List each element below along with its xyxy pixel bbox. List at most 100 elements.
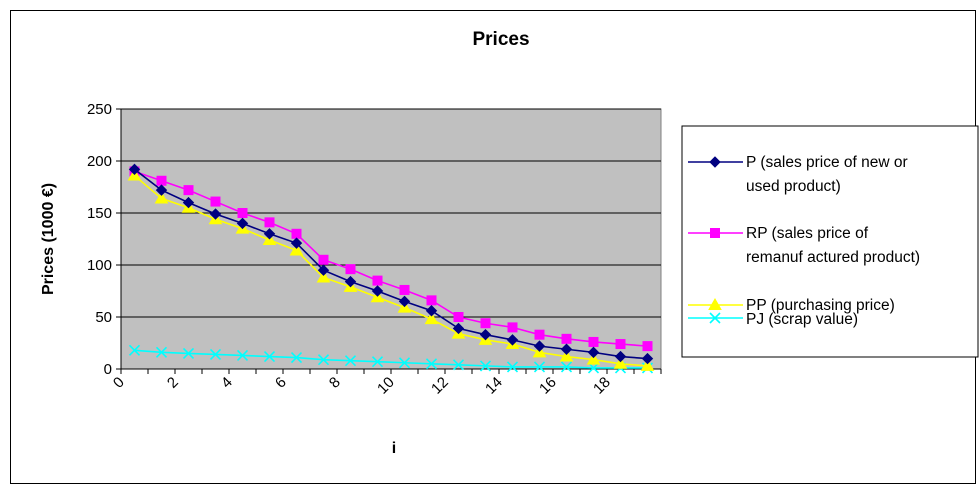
data-point <box>613 356 628 369</box>
data-point <box>182 347 195 359</box>
x-marker-stroke <box>398 357 411 369</box>
data-point <box>236 349 249 362</box>
x-marker-stroke <box>560 361 573 373</box>
data-point <box>318 254 329 265</box>
data-point <box>182 196 195 209</box>
x-marker-stroke <box>709 312 721 324</box>
y-axis-ticks: 0 50 100 150 200 250 <box>87 101 661 378</box>
legend-item-1: RP (sales price of remanuf actured produc… <box>688 225 920 266</box>
x-marker-stroke <box>425 358 438 370</box>
x-tick-label: 18 <box>590 374 614 398</box>
data-point <box>317 264 330 276</box>
data-point <box>426 295 437 306</box>
legend-item-0: P (sales price of new or used product) <box>688 154 908 195</box>
series-1 <box>129 166 653 352</box>
x-tick-label: 14 <box>482 374 506 398</box>
legend-label: RP (sales price of <box>746 225 869 242</box>
chart-title: Prices <box>472 29 529 50</box>
data-point <box>154 191 169 204</box>
data-point <box>291 228 302 239</box>
data-point <box>371 285 384 297</box>
y-tick-label: 200 <box>87 153 112 170</box>
data-point <box>263 228 276 240</box>
data-point <box>209 348 222 361</box>
legend: P (sales price of new or used product) RP … <box>688 154 920 328</box>
legend-label: remanuf actured product) <box>746 249 920 266</box>
data-point <box>615 339 626 350</box>
plot-area <box>120 108 662 370</box>
data-point <box>479 328 492 341</box>
data-point <box>372 275 383 286</box>
data-point <box>506 334 519 346</box>
y-axis-title: Prices (1000 €) <box>40 183 57 295</box>
data-point <box>587 346 600 359</box>
data-point <box>209 208 222 220</box>
data-point <box>155 184 168 196</box>
data-point <box>424 312 439 325</box>
data-point <box>561 333 572 344</box>
data-point <box>452 359 465 371</box>
data-point <box>480 318 491 329</box>
legend-label: PJ (scrap value) <box>746 311 858 328</box>
x-marker-stroke <box>236 349 249 362</box>
data-point <box>534 329 545 340</box>
data-point <box>345 264 356 275</box>
data-point <box>316 270 331 283</box>
data-point <box>183 185 194 196</box>
y-tick-label: 150 <box>87 205 112 222</box>
legend-swatch-marker <box>710 228 720 238</box>
data-point <box>128 163 141 176</box>
data-point <box>425 358 438 370</box>
legend-item-2: PP (purchasing price) <box>688 297 895 314</box>
x-marker-stroke <box>506 361 519 373</box>
data-point <box>453 312 464 322</box>
series-layer <box>127 163 655 374</box>
data-point <box>641 352 654 365</box>
legend-swatch-marker <box>709 156 721 168</box>
data-point <box>290 237 303 249</box>
x-marker-stroke <box>371 356 384 368</box>
x-axis-ticks: 0 2 4 6 8 10 12 14 16 18 <box>110 369 662 398</box>
x-marker-stroke <box>182 347 195 359</box>
legend-swatch-marker <box>708 297 722 310</box>
data-point <box>560 343 573 355</box>
data-point <box>642 341 653 352</box>
x-marker-stroke <box>452 359 465 371</box>
legend-label: used product) <box>746 178 841 195</box>
data-point <box>559 349 574 362</box>
x-tick-label: 8 <box>326 374 344 392</box>
data-point <box>210 196 221 207</box>
y-tick-label: 0 <box>104 361 112 378</box>
legend-item-3: PJ (scrap value) <box>688 311 858 328</box>
x-tick-label: 0 <box>110 374 128 392</box>
x-marker-stroke <box>317 354 330 366</box>
x-tick-label: 10 <box>374 374 398 398</box>
data-point <box>317 354 330 366</box>
x-marker-stroke <box>290 351 303 364</box>
legend-label: PP (purchasing price) <box>746 297 895 314</box>
data-point <box>452 322 465 335</box>
legend-label: P (sales price of new or <box>746 154 908 171</box>
x-marker-stroke <box>263 350 276 363</box>
data-point <box>289 243 304 256</box>
data-point <box>614 350 627 363</box>
data-point <box>236 217 249 230</box>
data-point <box>560 361 573 373</box>
x-tick-label: 2 <box>164 374 182 392</box>
data-point <box>155 346 168 358</box>
data-point <box>533 361 546 373</box>
data-point <box>640 358 655 371</box>
data-point <box>290 351 303 364</box>
x-tick-label: 16 <box>536 374 560 398</box>
x-marker-stroke <box>209 348 222 361</box>
data-point <box>588 336 599 347</box>
data-point <box>128 344 141 356</box>
y-tick-label: 250 <box>87 101 112 118</box>
x-marker-stroke <box>128 344 141 356</box>
data-point <box>506 361 519 373</box>
data-point <box>371 356 384 368</box>
data-point <box>263 350 276 363</box>
x-tick-label: 12 <box>428 374 452 398</box>
x-marker-stroke <box>533 361 546 373</box>
y-tick-label: 50 <box>95 309 112 326</box>
